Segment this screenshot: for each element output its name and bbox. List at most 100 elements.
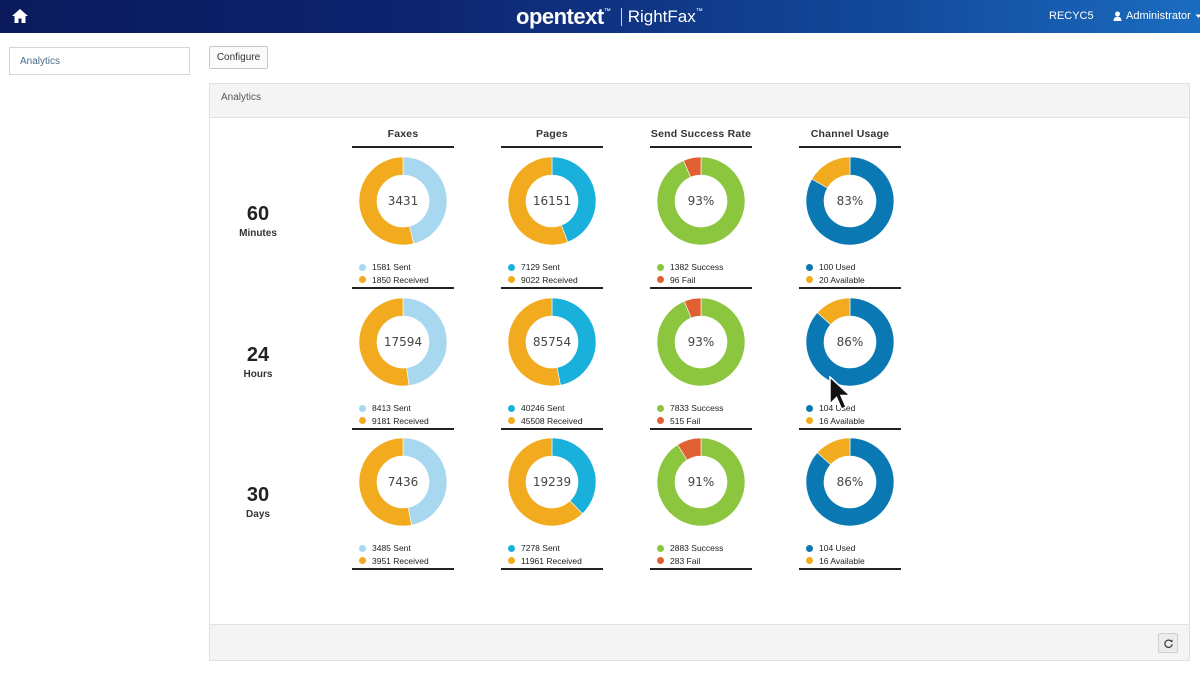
sidebar: Analytics — [9, 47, 190, 75]
legend-label: 100 Used — [819, 262, 856, 273]
home-icon[interactable] — [10, 7, 30, 25]
chart-legend: 8413 Sent 9181 Received — [352, 402, 454, 430]
chart-legend: 40246 Sent 45508 Received — [501, 402, 603, 430]
legend-item: 16 Available — [799, 555, 901, 568]
legend-item: 1382 Success — [650, 261, 752, 274]
donut-center-value: 7436 — [387, 475, 419, 489]
donut-svg — [358, 437, 448, 527]
legend-item: 104 Used — [799, 402, 901, 415]
refresh-icon — [1163, 638, 1173, 648]
column-title: Send Success Rate — [650, 128, 752, 140]
product-name: RightFax — [627, 7, 696, 26]
brand-name: opentext — [516, 4, 604, 29]
legend-dot-icon — [508, 557, 515, 565]
legend-dot-icon — [508, 276, 515, 284]
column-title: Pages — [536, 128, 568, 140]
legend-label: 7278 Sent — [521, 543, 560, 554]
donut-center-value: 86% — [836, 475, 864, 489]
row-label: 60 Minutes — [218, 203, 298, 239]
legend-label: 9022 Received — [521, 274, 578, 285]
chart-legend: 100 Used 20 Available — [799, 261, 901, 289]
user-menu[interactable]: Administrator — [1113, 10, 1200, 22]
donut-chart: 83% — [805, 156, 895, 246]
donut-chart: 16151 — [507, 156, 597, 246]
donut-slice-sent — [551, 297, 597, 386]
legend-item: 40246 Sent — [501, 402, 603, 415]
legend-divider — [501, 568, 603, 570]
chart-legend: 7278 Sent 11961 Received — [501, 542, 603, 570]
legend-dot-icon — [657, 417, 664, 425]
column-title: Faxes — [387, 128, 419, 140]
donut-chart: 91% — [656, 437, 746, 527]
legend-item: 11961 Received — [501, 555, 603, 568]
chart-legend: 104 Used 16 Available — [799, 542, 901, 570]
server-name: RECYC5 — [1049, 10, 1094, 22]
legend-item: 104 Used — [799, 542, 901, 555]
chart-legend: 2883 Success 283 Fail — [650, 542, 752, 570]
donut-center-value: 3431 — [387, 194, 419, 208]
legend-item: 3951 Received — [352, 555, 454, 568]
row-label-number: 60 — [246, 203, 270, 225]
donut-slice-used — [805, 156, 895, 246]
legend-dot-icon — [657, 557, 664, 565]
donut-center-value: 93% — [687, 194, 715, 208]
panel-footer — [210, 624, 1189, 660]
donut-slice-fail — [683, 297, 702, 319]
legend-item: 3485 Sent — [352, 542, 454, 555]
legend-divider — [650, 428, 752, 430]
row-label-number: 24 — [246, 344, 270, 366]
donut-slice-used — [805, 297, 895, 387]
donut-slice-success — [656, 156, 746, 246]
donut-center-value: 91% — [687, 475, 715, 489]
legend-label: 16 Available — [819, 415, 865, 426]
legend-dot-icon — [806, 557, 813, 565]
legend-dot-icon — [359, 557, 366, 565]
legend-divider — [352, 568, 454, 570]
donut-center-value: 17594 — [383, 335, 423, 349]
chart-legend: 3485 Sent 3951 Received — [352, 542, 454, 570]
legend-item: 2883 Success — [650, 542, 752, 555]
legend-dot-icon — [806, 417, 813, 425]
donut-chart: 85754 — [507, 297, 597, 387]
legend-item: 515 Fail — [650, 415, 752, 428]
configure-button[interactable]: Configure — [209, 46, 268, 69]
legend-dot-icon — [508, 417, 515, 425]
donut-slice-sent — [402, 437, 448, 526]
legend-item: 16 Available — [799, 415, 901, 428]
donut-slice-success — [656, 437, 746, 527]
chart-legend: 7129 Sent 9022 Received — [501, 261, 603, 289]
donut-svg — [656, 297, 746, 387]
legend-divider — [799, 287, 901, 289]
row-label: 30 Days — [218, 484, 298, 520]
legend-dot-icon — [657, 404, 664, 412]
legend-dot-icon — [806, 263, 813, 271]
donut-svg — [507, 297, 597, 387]
column-divider — [352, 146, 454, 148]
chart-legend: 1581 Sent 1850 Received — [352, 261, 454, 289]
donut-slice-received — [507, 156, 569, 246]
legend-label: 515 Fail — [670, 415, 701, 426]
legend-dot-icon — [806, 276, 813, 284]
legend-label: 7129 Sent — [521, 262, 560, 273]
trademark-mark: ™ — [695, 7, 703, 15]
donut-slice-received — [358, 156, 415, 246]
brand-divider — [620, 8, 622, 26]
legend-dot-icon — [508, 544, 515, 552]
legend-dot-icon — [359, 544, 366, 552]
sidebar-item-analytics[interactable]: Analytics — [20, 56, 61, 67]
chart-legend: 1382 Success 96 Fail — [650, 261, 752, 289]
legend-label: 40246 Sent — [521, 403, 565, 414]
donut-slice-sent — [402, 297, 448, 386]
refresh-button[interactable] — [1158, 633, 1178, 653]
donut-svg — [358, 297, 448, 387]
donut-slice-available — [811, 156, 851, 189]
legend-item: 20 Available — [799, 274, 901, 287]
legend-divider — [501, 428, 603, 430]
legend-dot-icon — [657, 276, 664, 284]
donut-slice-received — [358, 297, 410, 387]
legend-item: 45508 Received — [501, 415, 603, 428]
donut-center-value: 85754 — [532, 335, 572, 349]
legend-dot-icon — [657, 263, 664, 271]
donut-svg — [805, 437, 895, 527]
column-divider — [501, 146, 603, 148]
